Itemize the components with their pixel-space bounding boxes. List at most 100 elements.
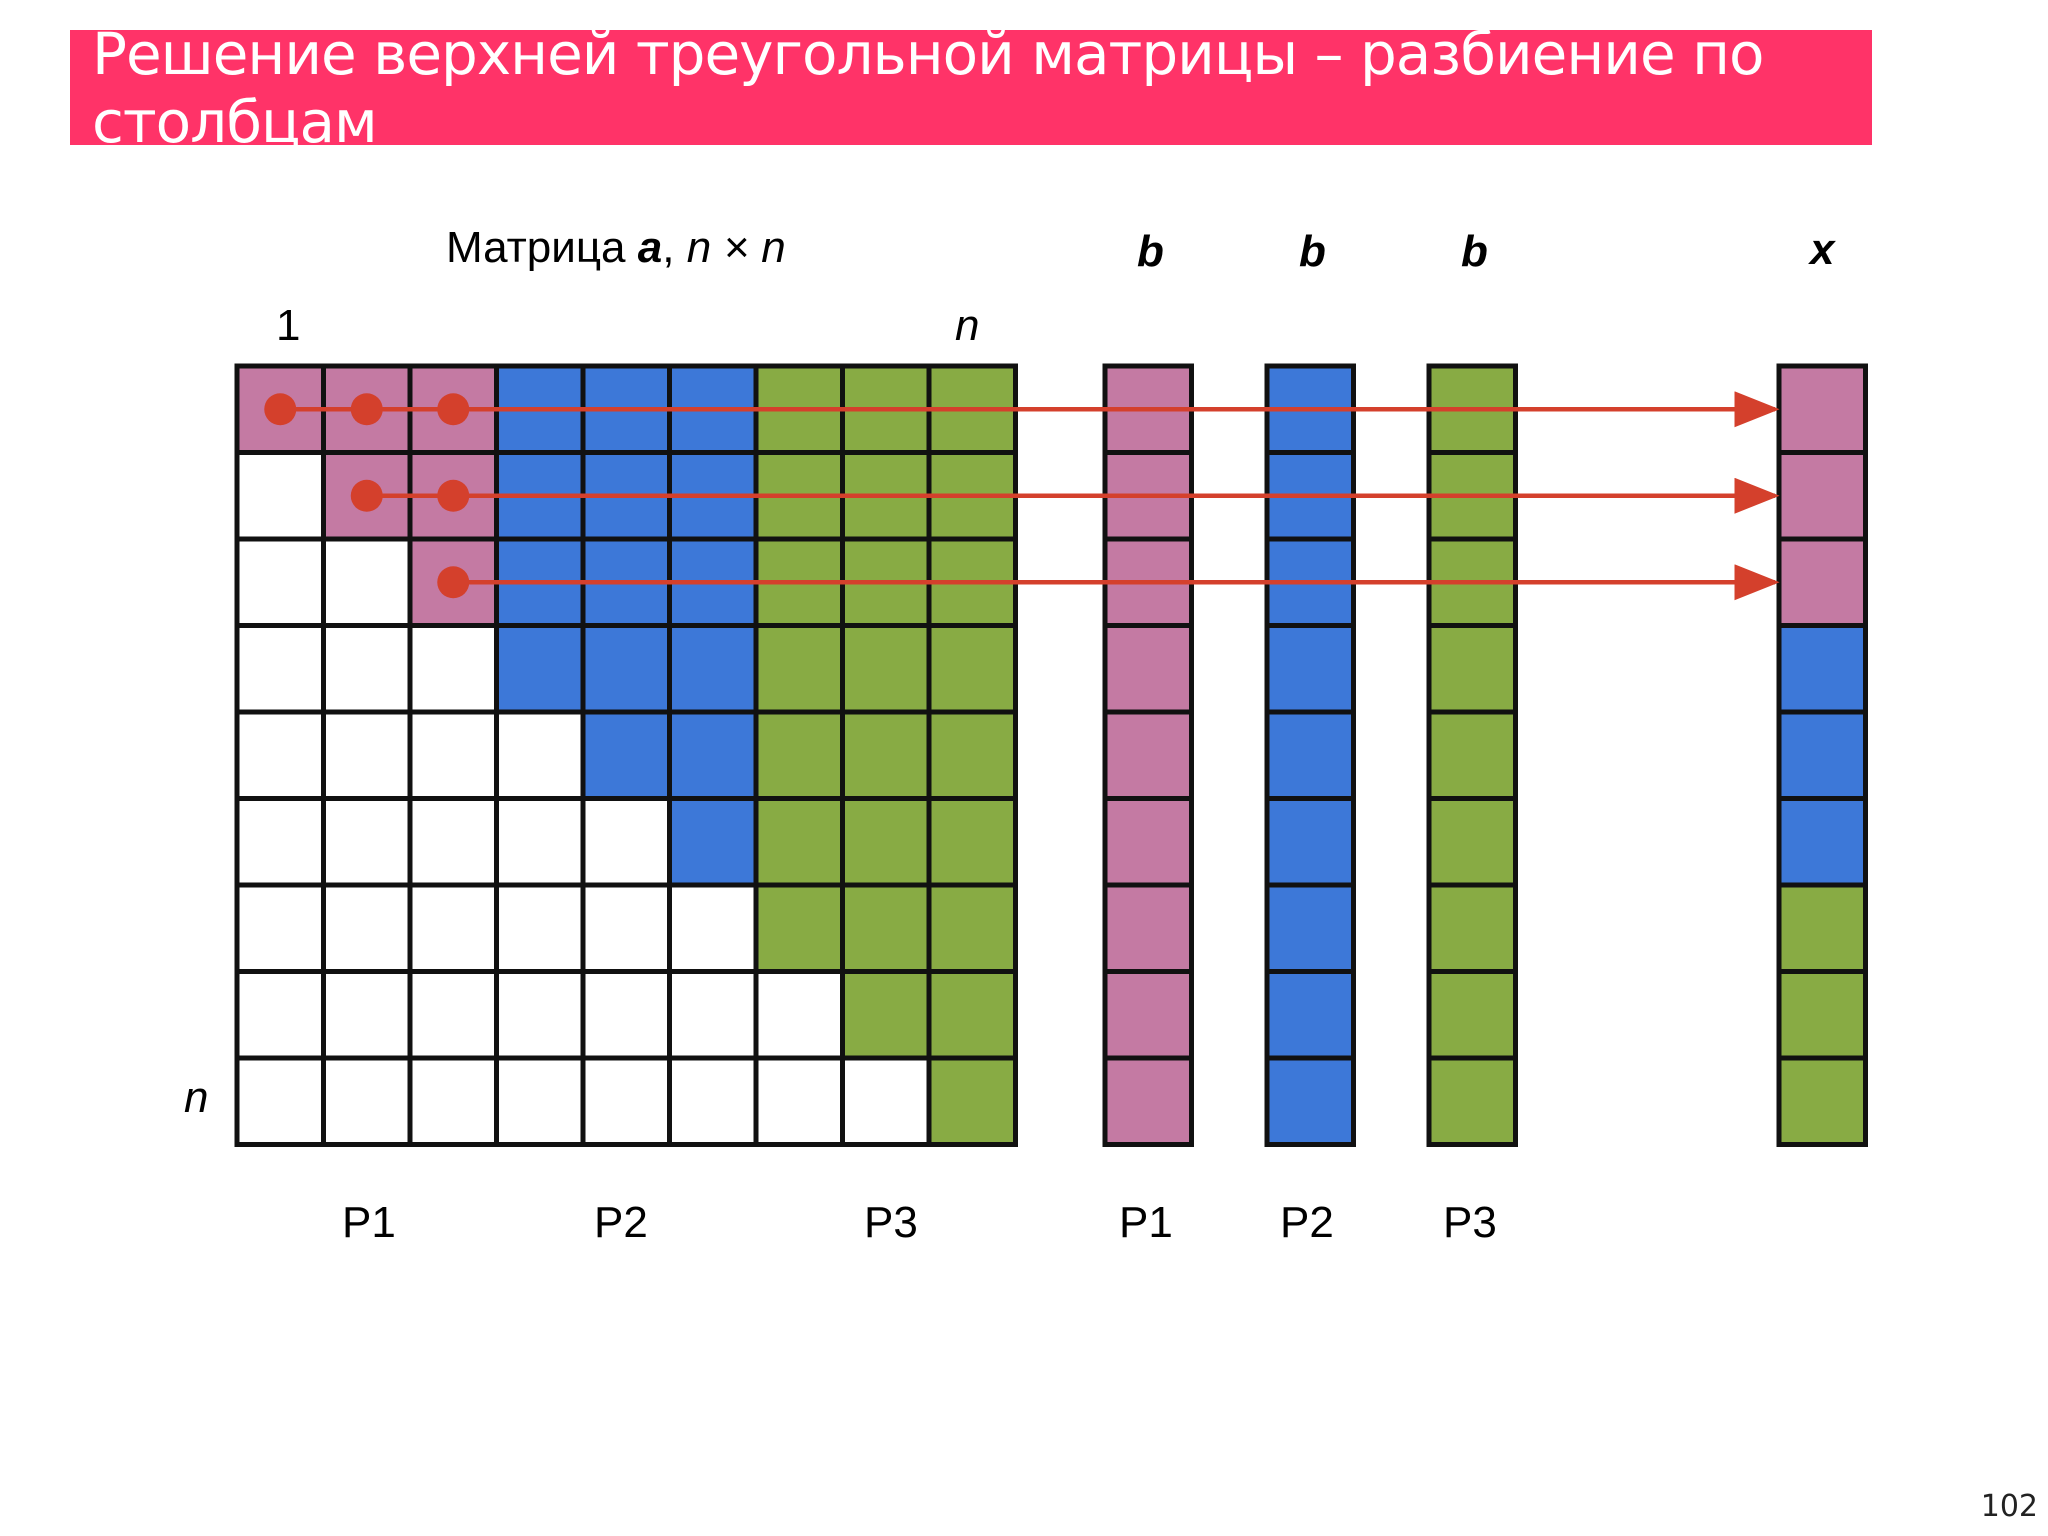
vector-b-label-3: b xyxy=(1461,227,1488,276)
matrix-cell-6-7 xyxy=(840,882,932,974)
matrix-cell-8-1 xyxy=(321,1055,413,1147)
vector-x4-cell-3 xyxy=(1776,623,1868,715)
matrix-cell-3-2 xyxy=(407,623,499,715)
active-dots xyxy=(264,393,470,599)
vector-b3-cell-3 xyxy=(1426,623,1518,715)
matrix-cell-7-1 xyxy=(321,969,413,1061)
matrix-cell-5-5 xyxy=(667,796,759,888)
vector-x-label: x xyxy=(1808,225,1836,274)
matrix-cell-8-3 xyxy=(494,1055,586,1147)
vector-x4-cell-5 xyxy=(1776,796,1868,888)
matrix-cell-5-7 xyxy=(840,796,932,888)
matrix-cell-6-4 xyxy=(580,882,672,974)
matrix-cell-5-8 xyxy=(926,796,1018,888)
matrix-cell-3-8 xyxy=(926,623,1018,715)
vector-b2-cell-3 xyxy=(1264,623,1356,715)
matrix-cell-3-5 xyxy=(667,623,759,715)
vector-x4-cell-0 xyxy=(1776,363,1868,455)
matrix-cell-6-5 xyxy=(667,882,759,974)
vector-b2-cell-5 xyxy=(1264,796,1356,888)
matrix-cell-5-0 xyxy=(234,796,326,888)
vector-x4-cell-4 xyxy=(1776,709,1868,801)
matrix-process-label-p3: P3 xyxy=(864,1198,918,1247)
dot-0-0 xyxy=(264,393,297,426)
vector-b1-cell-6 xyxy=(1102,882,1194,974)
matrix-cell-4-5 xyxy=(667,709,759,801)
matrix-cell-4-0 xyxy=(234,709,326,801)
vector-process-label-p3: P3 xyxy=(1443,1198,1497,1247)
dot-2-2 xyxy=(437,566,470,599)
vector-b3-cell-4 xyxy=(1426,709,1518,801)
matrix-cell-8-6 xyxy=(753,1055,845,1147)
matrix-cell-7-6 xyxy=(753,969,845,1061)
matrix-cell-6-1 xyxy=(321,882,413,974)
vector-b1-cell-8 xyxy=(1102,1055,1194,1147)
vector-b1-cell-5 xyxy=(1102,796,1194,888)
matrix-cell-6-6 xyxy=(753,882,845,974)
page-number: 102 xyxy=(1980,1489,2038,1524)
vector-process-label-p1: P1 xyxy=(1119,1198,1173,1247)
matrix-cell-3-0 xyxy=(234,623,326,715)
matrix-cell-3-1 xyxy=(321,623,413,715)
matrix-cell-6-2 xyxy=(407,882,499,974)
matrix-cell-8-2 xyxy=(407,1055,499,1147)
vector-b-label-1: b xyxy=(1137,227,1164,276)
matrix-cell-5-1 xyxy=(321,796,413,888)
matrix-cell-8-0 xyxy=(234,1055,326,1147)
vector-b3-cell-5 xyxy=(1426,796,1518,888)
vector-x4-cell-8 xyxy=(1776,1055,1868,1147)
matrix-cell-4-2 xyxy=(407,709,499,801)
matrix-cell-6-3 xyxy=(494,882,586,974)
vector-b1-cell-3 xyxy=(1102,623,1194,715)
matrix-cell-7-0 xyxy=(234,969,326,1061)
matrix-cell-7-3 xyxy=(494,969,586,1061)
matrix-process-label-p1: P1 xyxy=(342,1198,396,1247)
matrix-cell-3-4 xyxy=(580,623,672,715)
matrix-cell-3-7 xyxy=(840,623,932,715)
matrix-cell-7-8 xyxy=(926,969,1018,1061)
matrix-cell-8-4 xyxy=(580,1055,672,1147)
matrix-caption: Матрица a, n × n xyxy=(446,223,786,272)
matrix-cell-5-4 xyxy=(580,796,672,888)
vector-x4-cell-7 xyxy=(1776,969,1868,1061)
slide-title: Решение верхней треугольной матрицы – ра… xyxy=(70,20,1872,156)
matrix-cell-3-3 xyxy=(494,623,586,715)
matrix-cell-6-8 xyxy=(926,882,1018,974)
dot-0-1 xyxy=(350,393,383,426)
vector-b-label-2: b xyxy=(1299,227,1326,276)
matrix-cell-1-0 xyxy=(234,450,326,542)
vector-x4-cell-6 xyxy=(1776,882,1868,974)
vector-b1-cell-7 xyxy=(1102,969,1194,1061)
matrix-cell-4-1 xyxy=(321,709,413,801)
matrix-index-last-row: n xyxy=(184,1073,208,1122)
vector-b2-cell-7 xyxy=(1264,969,1356,1061)
matrix-cell-7-2 xyxy=(407,969,499,1061)
matrix-cell-3-6 xyxy=(753,623,845,715)
vector-process-label-p2: P2 xyxy=(1280,1198,1334,1247)
dot-1-1 xyxy=(350,479,383,512)
matrix-cell-6-0 xyxy=(234,882,326,974)
matrix-cells xyxy=(234,363,1018,1147)
matrix-cell-2-1 xyxy=(321,536,413,628)
vector-b2-cell-4 xyxy=(1264,709,1356,801)
vector-x4-cell-1 xyxy=(1776,450,1868,542)
matrix-cell-5-6 xyxy=(753,796,845,888)
matrix-process-label-p2: P2 xyxy=(594,1198,648,1247)
matrix-cell-4-6 xyxy=(753,709,845,801)
matrix-cell-5-3 xyxy=(494,796,586,888)
matrix-cell-4-8 xyxy=(926,709,1018,801)
vector-b3-cell-6 xyxy=(1426,882,1518,974)
arrows xyxy=(280,391,1780,601)
matrix-cell-5-2 xyxy=(407,796,499,888)
vector-b3-cell-7 xyxy=(1426,969,1518,1061)
matrix-cell-8-5 xyxy=(667,1055,759,1147)
matrix-index-first: 1 xyxy=(276,301,300,350)
matrix-cell-7-4 xyxy=(580,969,672,1061)
matrix-cell-4-3 xyxy=(494,709,586,801)
dot-0-2 xyxy=(437,393,470,426)
vector-cells xyxy=(1102,363,1868,1147)
vector-b3-cell-8 xyxy=(1426,1055,1518,1147)
matrix-cell-8-8 xyxy=(926,1055,1018,1147)
matrix-cell-7-5 xyxy=(667,969,759,1061)
